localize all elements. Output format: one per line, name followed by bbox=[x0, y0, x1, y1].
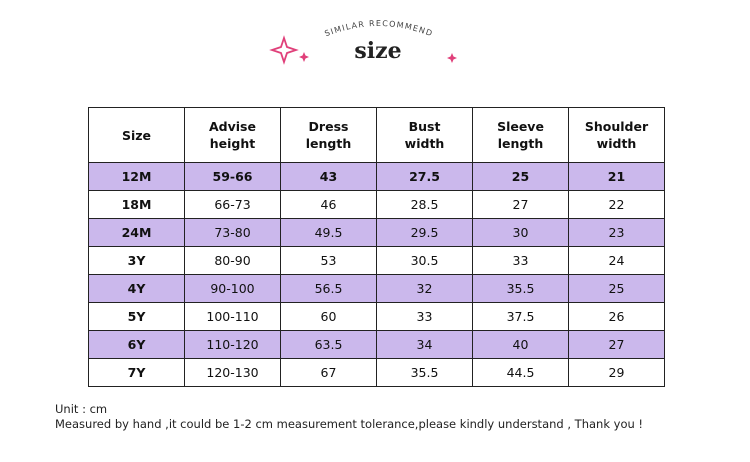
table-row: 3Y 80-90 53 30.5 33 24 bbox=[88, 246, 665, 275]
size-table: Size Advise height Dress length Bust width S… bbox=[88, 107, 665, 387]
table-cell: 28.5 bbox=[376, 190, 473, 219]
column-header: Size bbox=[88, 107, 185, 163]
table-cell: 40 bbox=[472, 330, 569, 359]
table-cell: 49.5 bbox=[280, 218, 377, 247]
note: Unit : cm bbox=[55, 402, 108, 416]
table-cell: 4Y bbox=[88, 274, 185, 303]
header: SIMILAR RECOMMEND size bbox=[269, 19, 457, 65]
table-cell: 63.5 bbox=[280, 330, 377, 359]
title: size bbox=[354, 38, 401, 64]
table-row: 6Y 110-120 63.5 34 40 27 bbox=[88, 330, 665, 359]
table-cell: 7Y bbox=[88, 358, 185, 387]
column-header: Bust width bbox=[376, 107, 473, 163]
table-cell: 73-80 bbox=[184, 218, 281, 247]
subtitle-path: SIMILAR RECOMMEND bbox=[323, 19, 433, 38]
table-cell: 43 bbox=[280, 162, 377, 191]
table-cell: 33 bbox=[376, 302, 473, 331]
column-header: Shoulder width bbox=[568, 107, 665, 163]
table-cell: 44.5 bbox=[472, 358, 569, 387]
table-row: 7Y 120-130 67 35.5 44.5 29 bbox=[88, 358, 665, 387]
note: Measured by hand ,it could be 1-2 cm mea… bbox=[55, 417, 644, 431]
table-cell: 37.5 bbox=[472, 302, 569, 331]
table-cell: 53 bbox=[280, 246, 377, 275]
table-cell: 60 bbox=[280, 302, 377, 331]
table-cell: 90-100 bbox=[184, 274, 281, 303]
sparkle bbox=[447, 53, 457, 63]
table-cell: 24M bbox=[88, 218, 185, 247]
table-cell: 21 bbox=[568, 162, 665, 191]
subtitle: SIMILAR RECOMMEND bbox=[323, 19, 434, 38]
table-cell: 5Y bbox=[88, 302, 185, 331]
table-cell: 24 bbox=[568, 246, 665, 275]
sparkle bbox=[299, 52, 309, 62]
table-cell: 6Y bbox=[88, 330, 185, 359]
table-row: 4Y 90-100 56.5 32 35.5 25 bbox=[88, 274, 665, 303]
table-cell: 3Y bbox=[88, 246, 185, 275]
table-cell: 35.5 bbox=[472, 274, 569, 303]
table-cell: 26 bbox=[568, 302, 665, 331]
table-row: 24M 73-80 49.5 29.5 30 23 bbox=[88, 218, 665, 247]
table-row: 18M 66-73 46 28.5 27 22 bbox=[88, 190, 665, 219]
table-cell: 33 bbox=[472, 246, 569, 275]
table-cell: 27 bbox=[568, 330, 665, 359]
table-cell: 30 bbox=[472, 218, 569, 247]
table-cell: 35.5 bbox=[376, 358, 473, 387]
table-cell: 67 bbox=[280, 358, 377, 387]
table-row: 12M 59-66 43 27.5 25 21 bbox=[88, 162, 665, 191]
table-cell: 34 bbox=[376, 330, 473, 359]
table-cell: 59-66 bbox=[184, 162, 281, 191]
column-header: Dress length bbox=[280, 107, 377, 163]
table-cell: 46 bbox=[280, 190, 377, 219]
table-cell: 22 bbox=[568, 190, 665, 219]
table-cell: 18M bbox=[88, 190, 185, 219]
table-cell: 25 bbox=[472, 162, 569, 191]
table-cell: 80-90 bbox=[184, 246, 281, 275]
sparkle bbox=[269, 35, 299, 65]
table-cell: 25 bbox=[568, 274, 665, 303]
table-cell: 12M bbox=[88, 162, 185, 191]
table-cell: 29 bbox=[568, 358, 665, 387]
table-cell: 27 bbox=[472, 190, 569, 219]
table-cell: 100-110 bbox=[184, 302, 281, 331]
table-cell: 30.5 bbox=[376, 246, 473, 275]
table-cell: 56.5 bbox=[280, 274, 377, 303]
column-header: Sleeve length bbox=[472, 107, 569, 163]
table-cell: 120-130 bbox=[184, 358, 281, 387]
table-cell: 110-120 bbox=[184, 330, 281, 359]
table-cell: 66-73 bbox=[184, 190, 281, 219]
table-cell: 32 bbox=[376, 274, 473, 303]
table-cell: 27.5 bbox=[376, 162, 473, 191]
column-header: Advise height bbox=[184, 107, 281, 163]
table-cell: 29.5 bbox=[376, 218, 473, 247]
table-row: 5Y 100-110 60 33 37.5 26 bbox=[88, 302, 665, 331]
header-row: Size Advise height Dress length Bust width S… bbox=[88, 107, 665, 163]
table-cell: 23 bbox=[568, 218, 665, 247]
